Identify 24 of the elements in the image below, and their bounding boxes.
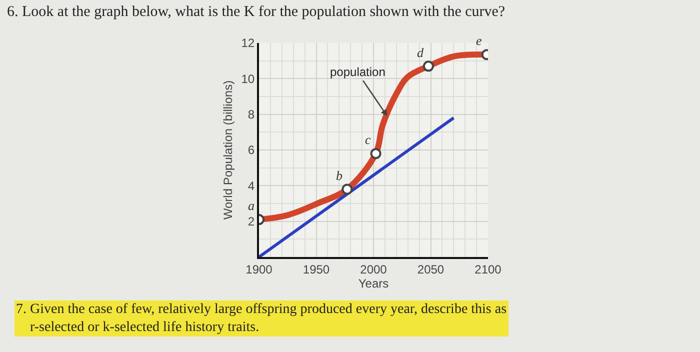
y-tick-label: 2 [248, 214, 255, 229]
annotation: c [365, 132, 371, 147]
x-axis-title: Years [358, 276, 389, 290]
point [342, 184, 353, 195]
y-tick-label: 12 [241, 36, 255, 50]
x-tick-label: 1950 [302, 262, 330, 276]
chart-title: 6. Look at the graph below, what is the K for the population shown with the curve? [7, 4, 506, 20]
annotation: e [476, 33, 482, 48]
x-tick-label: 2000 [360, 262, 388, 276]
annotation: population [330, 65, 386, 79]
point [422, 60, 434, 72]
x-tick-label: 2100 [474, 262, 502, 276]
y-tick-label: 8 [248, 108, 255, 122]
y-axis-title: World Population (billions) [221, 80, 236, 220]
x-tick-label: 1900 [246, 262, 273, 276]
x-tick-label: 2050 [417, 262, 444, 276]
y-tick-label: 10 [241, 72, 255, 86]
y-tick-label: 4 [248, 178, 255, 193]
annotation: b [336, 168, 343, 183]
y-tick-label: 6 [248, 143, 255, 158]
annotation: d [417, 45, 424, 60]
annotation: a [248, 198, 255, 213]
text: 7. Given the case of few, relatively large offspring produced every year, describe this as r-selected or k-selected life history traits. [16, 302, 507, 336]
point [370, 148, 382, 160]
